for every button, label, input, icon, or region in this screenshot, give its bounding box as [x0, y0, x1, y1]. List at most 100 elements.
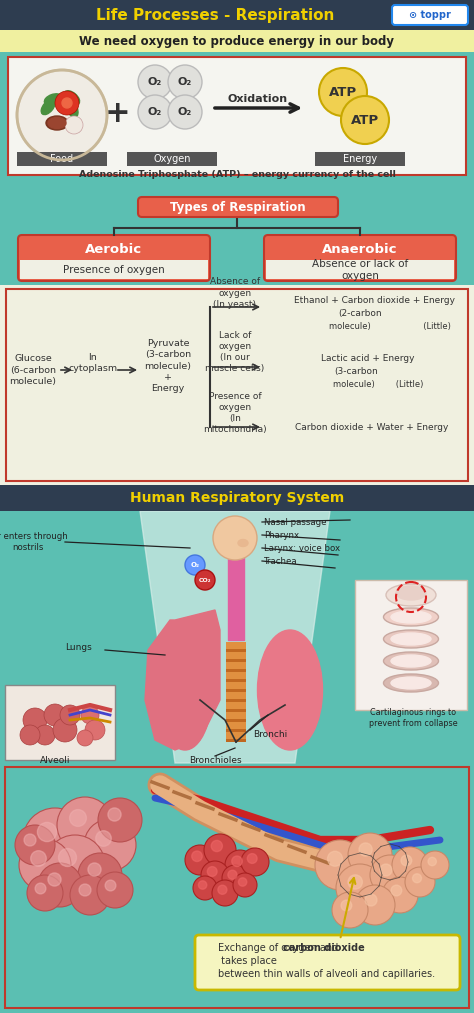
- Circle shape: [241, 848, 269, 876]
- Circle shape: [23, 708, 47, 732]
- FancyBboxPatch shape: [226, 649, 246, 652]
- Circle shape: [412, 874, 421, 882]
- Text: (3-carbon: (3-carbon: [334, 367, 378, 376]
- Polygon shape: [140, 511, 330, 763]
- Text: Aerobic: Aerobic: [85, 242, 143, 255]
- Text: Presence of oxygen: Presence of oxygen: [63, 265, 165, 275]
- FancyBboxPatch shape: [226, 729, 246, 732]
- FancyBboxPatch shape: [138, 197, 338, 217]
- Circle shape: [218, 885, 227, 894]
- FancyBboxPatch shape: [8, 57, 466, 175]
- Circle shape: [232, 856, 242, 866]
- Circle shape: [77, 730, 93, 746]
- Circle shape: [228, 870, 237, 879]
- Circle shape: [382, 877, 418, 913]
- Text: O₂: O₂: [178, 77, 192, 87]
- FancyBboxPatch shape: [226, 699, 246, 702]
- Circle shape: [44, 704, 66, 726]
- FancyBboxPatch shape: [226, 702, 246, 709]
- Circle shape: [238, 878, 247, 886]
- Ellipse shape: [67, 100, 78, 118]
- Circle shape: [138, 65, 172, 99]
- Circle shape: [204, 834, 236, 866]
- FancyBboxPatch shape: [315, 152, 405, 166]
- Text: Pyruvate
(3-carbon
molecule)
+
Energy: Pyruvate (3-carbon molecule) + Energy: [145, 339, 191, 393]
- FancyBboxPatch shape: [0, 217, 474, 285]
- Text: Food: Food: [50, 154, 73, 164]
- Circle shape: [70, 809, 86, 827]
- Text: Absence of
oxygen
(In yeast): Absence of oxygen (In yeast): [210, 278, 260, 309]
- Text: Alveoli: Alveoli: [40, 756, 70, 765]
- Circle shape: [199, 880, 207, 889]
- Text: Trachea: Trachea: [264, 556, 298, 565]
- Text: Nasal passage: Nasal passage: [264, 518, 327, 527]
- Text: We need oxygen to produce energy in our body: We need oxygen to produce energy in our …: [80, 34, 394, 48]
- Text: Air enters through
nostrils: Air enters through nostrils: [0, 532, 67, 552]
- Circle shape: [392, 847, 428, 883]
- Circle shape: [81, 706, 99, 724]
- Circle shape: [15, 825, 55, 865]
- FancyBboxPatch shape: [226, 682, 246, 689]
- Circle shape: [97, 872, 133, 908]
- Circle shape: [38, 863, 82, 907]
- FancyBboxPatch shape: [226, 732, 246, 739]
- Ellipse shape: [41, 99, 55, 114]
- Text: Larynx: voice box: Larynx: voice box: [264, 544, 340, 552]
- Circle shape: [315, 840, 365, 890]
- Circle shape: [45, 835, 105, 895]
- Ellipse shape: [383, 630, 438, 648]
- Ellipse shape: [386, 585, 436, 606]
- Circle shape: [201, 861, 229, 889]
- Circle shape: [85, 720, 105, 741]
- Circle shape: [24, 834, 36, 846]
- Circle shape: [96, 831, 111, 846]
- Circle shape: [31, 851, 46, 866]
- Ellipse shape: [48, 118, 66, 129]
- Text: Adenosine Triphosphate (ATP) – energy currency of the cell: Adenosine Triphosphate (ATP) – energy cu…: [79, 169, 395, 178]
- FancyBboxPatch shape: [195, 935, 460, 990]
- Text: molecule)                    (Little): molecule) (Little): [329, 321, 451, 330]
- Circle shape: [222, 865, 248, 891]
- Text: ATP: ATP: [351, 113, 379, 127]
- Circle shape: [168, 65, 202, 99]
- Circle shape: [48, 873, 61, 886]
- Circle shape: [359, 843, 372, 856]
- Ellipse shape: [391, 677, 431, 689]
- Circle shape: [35, 725, 55, 745]
- Circle shape: [225, 850, 255, 880]
- FancyBboxPatch shape: [5, 685, 115, 760]
- Text: Pharynx: Pharynx: [264, 531, 299, 540]
- Text: ⊙ toppr: ⊙ toppr: [409, 10, 451, 20]
- Ellipse shape: [383, 674, 438, 692]
- Text: Human Respiratory System: Human Respiratory System: [130, 491, 344, 505]
- Circle shape: [212, 880, 238, 906]
- Circle shape: [65, 116, 83, 134]
- Circle shape: [193, 876, 217, 900]
- Circle shape: [233, 873, 257, 897]
- Circle shape: [213, 516, 257, 560]
- Text: CO₂: CO₂: [199, 577, 211, 582]
- Circle shape: [88, 863, 101, 876]
- Ellipse shape: [383, 652, 438, 670]
- Circle shape: [247, 854, 257, 863]
- Circle shape: [62, 98, 72, 108]
- Text: Lack of
oxygen
(In our
muscle cells): Lack of oxygen (In our muscle cells): [205, 331, 264, 373]
- Circle shape: [108, 808, 121, 822]
- Text: Energy: Energy: [343, 154, 377, 164]
- Text: Lactic acid + Energy: Lactic acid + Energy: [321, 354, 415, 363]
- Text: Cartilaginous rings to
prevent from collapse: Cartilaginous rings to prevent from coll…: [369, 708, 457, 727]
- Ellipse shape: [238, 540, 248, 546]
- Text: Absence or lack of
oxygen: Absence or lack of oxygen: [312, 259, 408, 281]
- FancyBboxPatch shape: [0, 763, 474, 1013]
- Circle shape: [365, 894, 377, 906]
- FancyBboxPatch shape: [18, 235, 210, 281]
- Text: O₂: O₂: [148, 77, 162, 87]
- FancyBboxPatch shape: [6, 289, 468, 481]
- FancyBboxPatch shape: [5, 767, 469, 1008]
- FancyBboxPatch shape: [226, 663, 246, 669]
- Ellipse shape: [64, 91, 80, 104]
- Ellipse shape: [391, 633, 431, 645]
- FancyBboxPatch shape: [226, 709, 246, 712]
- FancyBboxPatch shape: [392, 5, 468, 25]
- Circle shape: [79, 884, 91, 897]
